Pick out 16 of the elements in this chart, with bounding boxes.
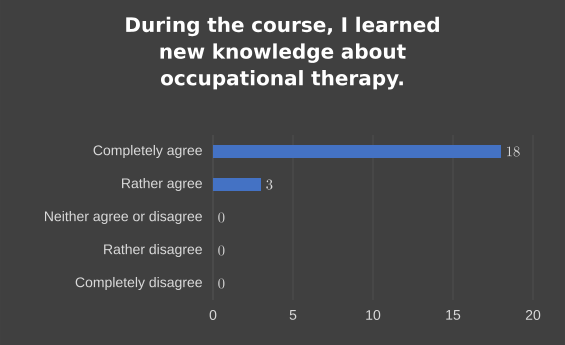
y-tick-label: Completely agree — [94, 144, 202, 158]
y-tick-label: Rather agree — [122, 178, 202, 192]
data-label: 18 — [507, 146, 520, 157]
y-tick-label: Rather disagree — [104, 244, 202, 258]
data-label: 3 — [266, 179, 272, 190]
x-tick-label: 5 — [290, 310, 296, 320]
x-tick-label: 10 — [366, 310, 380, 320]
y-tick-label: Completely disagree — [76, 276, 202, 290]
y-tick-label: Neither agree or disagree — [44, 210, 202, 224]
data-label: 0 — [218, 245, 224, 256]
data-label: 0 — [218, 212, 224, 223]
x-tick-label: 20 — [526, 310, 540, 320]
x-tick-label: 0 — [210, 310, 216, 320]
x-tick-label: 15 — [446, 310, 460, 320]
data-label: 0 — [218, 278, 224, 289]
chart-title: During the course, I learned new knowledge about occupational therapy. — [126, 16, 439, 90]
